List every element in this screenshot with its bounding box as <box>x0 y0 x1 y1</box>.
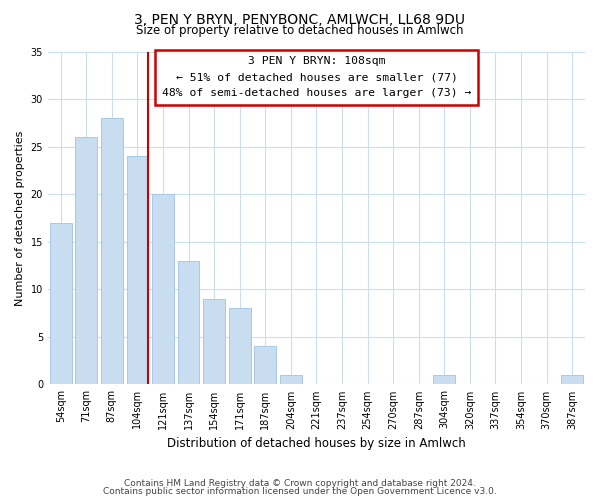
Text: Contains HM Land Registry data © Crown copyright and database right 2024.: Contains HM Land Registry data © Crown c… <box>124 478 476 488</box>
Text: Contains public sector information licensed under the Open Government Licence v3: Contains public sector information licen… <box>103 487 497 496</box>
Bar <box>280 375 302 384</box>
Bar <box>127 156 148 384</box>
Bar <box>229 308 251 384</box>
Text: 3, PEN Y BRYN, PENYBONC, AMLWCH, LL68 9DU: 3, PEN Y BRYN, PENYBONC, AMLWCH, LL68 9D… <box>134 12 466 26</box>
Text: Size of property relative to detached houses in Amlwch: Size of property relative to detached ho… <box>136 24 464 37</box>
Bar <box>562 375 583 384</box>
Text: 3 PEN Y BRYN: 108sqm
← 51% of detached houses are smaller (77)
48% of semi-detac: 3 PEN Y BRYN: 108sqm ← 51% of detached h… <box>162 56 471 98</box>
Bar <box>203 299 225 384</box>
Bar <box>76 137 97 384</box>
Bar <box>101 118 123 384</box>
Bar <box>433 375 455 384</box>
Bar <box>254 346 276 385</box>
Bar <box>152 194 174 384</box>
X-axis label: Distribution of detached houses by size in Amlwch: Distribution of detached houses by size … <box>167 437 466 450</box>
Bar <box>50 222 71 384</box>
Bar <box>178 261 199 384</box>
Y-axis label: Number of detached properties: Number of detached properties <box>15 130 25 306</box>
